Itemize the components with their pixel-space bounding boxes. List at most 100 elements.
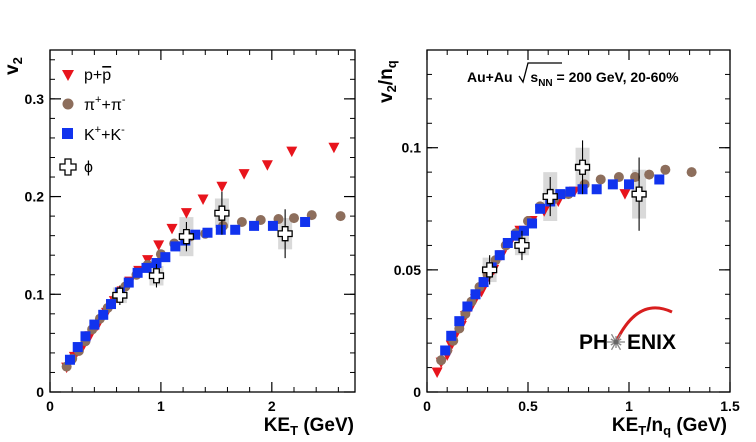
pion-point: [236, 216, 247, 227]
proton-point: [216, 181, 228, 193]
proton-point: [286, 146, 298, 158]
phi-point: [481, 262, 498, 278]
pion-point: [289, 213, 299, 224]
kaon-point: [267, 220, 278, 231]
x-tick-label: 2: [268, 398, 276, 414]
left-plot-frame: [49, 49, 356, 393]
kaon-point: [123, 277, 134, 288]
kaon-point: [215, 224, 226, 235]
pion-point: [595, 174, 606, 185]
right-y-axis-title: v2/nq: [376, 60, 399, 103]
kaon-point: [454, 316, 465, 327]
right-phi-systematic-bands: [482, 147, 647, 283]
legend: p+p π++π- K++K- ϕ: [59, 67, 126, 176]
left-data-points: [61, 142, 346, 374]
kaon-point: [98, 309, 109, 320]
y-tick-label: 0.2: [25, 189, 45, 205]
kaon-point: [440, 345, 451, 356]
kaon-point: [591, 184, 602, 195]
left-x-axis-title: KET (GeV): [264, 415, 354, 438]
pion-point: [660, 164, 671, 175]
proton-point: [180, 208, 192, 219]
kaon-point: [64, 354, 75, 365]
y-tick-label: 0.1: [402, 140, 422, 156]
kaon-point: [72, 342, 83, 353]
x-tick-label: 1: [625, 398, 633, 414]
kaon-point: [202, 227, 213, 238]
kaon-point: [565, 186, 576, 197]
kaon-point: [80, 331, 91, 342]
kaon-point: [555, 189, 566, 200]
pion-point: [436, 355, 447, 366]
legend-marker-phi: [59, 158, 77, 176]
pion-point: [644, 169, 655, 180]
kaon-point: [654, 174, 665, 185]
right-x-axis-title: KET/nq (GeV): [612, 415, 727, 438]
kaon-point: [535, 203, 546, 214]
left-panel: 0 1 2 0 0.1 0.2 0.3 KET (GeV) v2 p+p π++π- K++…: [2, 49, 356, 438]
phenix-logo: PH ENIX: [579, 306, 676, 354]
collision-annotation: Au+Au sNN = 200 GeV, 20-60%: [467, 62, 679, 89]
kaon-point: [151, 258, 162, 269]
proton-point: [238, 169, 250, 180]
x-tick-label: 1: [157, 398, 165, 414]
phi-point: [542, 188, 558, 205]
x-tick-label: 1.5: [720, 398, 740, 414]
y-tick-label: 0: [36, 384, 44, 400]
sqrt-symbol: [518, 62, 562, 84]
kaon-point: [470, 289, 481, 300]
kaon-point: [494, 250, 505, 261]
x-tick-label: 0: [46, 398, 54, 414]
kaon-point: [132, 267, 143, 278]
logo-text-left: PH: [579, 331, 608, 354]
proton-point: [619, 189, 631, 200]
phi-point: [631, 186, 647, 202]
logo-text-right: ENIX: [627, 331, 676, 354]
right-data-points: [431, 140, 697, 378]
phi-point: [214, 205, 230, 221]
kaon-point: [607, 179, 618, 190]
pion-point: [686, 167, 697, 178]
phi-point: [277, 226, 293, 242]
left-axis-ticks: 0 1 2 0 0.1 0.2 0.3: [25, 50, 355, 414]
phi-point: [112, 287, 128, 303]
proton-point: [197, 194, 209, 206]
legend-label-proton: p+p: [84, 67, 111, 84]
x-tick-label: 0.5: [518, 398, 538, 414]
kaon-point: [527, 218, 538, 229]
kaon-point: [89, 319, 100, 330]
proton-point: [328, 142, 340, 154]
phi-point: [514, 237, 530, 254]
y-tick-label: 0: [413, 384, 421, 400]
phi-point: [178, 228, 195, 245]
kaon-point: [518, 225, 529, 236]
legend-label-pion: π++π-: [84, 94, 126, 114]
kaon-point: [510, 230, 521, 241]
logo-star-icon: [607, 333, 625, 351]
proton-point: [431, 367, 443, 378]
legend-marker-kaon: [62, 128, 73, 139]
right-axis-ticks: 0 0.5 1 1.5 0 0.05 0.1: [394, 49, 740, 414]
logo-star-center: [613, 339, 619, 345]
kaon-point: [502, 237, 513, 248]
left-phi-systematic-bands: [112, 198, 293, 304]
y-tick-label: 0.3: [25, 91, 45, 107]
annotation-text: Au+Au sNN = 200 GeV, 20-60%: [467, 69, 679, 89]
kaon-point: [106, 299, 116, 310]
kaon-point: [230, 224, 241, 235]
pion-point: [335, 211, 346, 222]
legend-marker-proton: [62, 70, 74, 81]
kaon-point: [190, 229, 201, 240]
proton-point: [153, 240, 165, 251]
right-panel: 0 0.5 1 1.5 0 0.05 0.1 KET/nq (GeV) v2/nq Au+A…: [376, 49, 740, 438]
kaon-point: [478, 277, 489, 288]
proton-point: [166, 223, 178, 235]
legend-marker-pion: [62, 98, 74, 110]
y-tick-label: 0.1: [25, 286, 45, 302]
legend-label-kaon: K++K-: [84, 124, 125, 144]
kaon-point: [624, 179, 634, 190]
kaon-point: [170, 241, 181, 252]
kaon-point: [446, 330, 457, 341]
kaon-point: [160, 252, 171, 263]
